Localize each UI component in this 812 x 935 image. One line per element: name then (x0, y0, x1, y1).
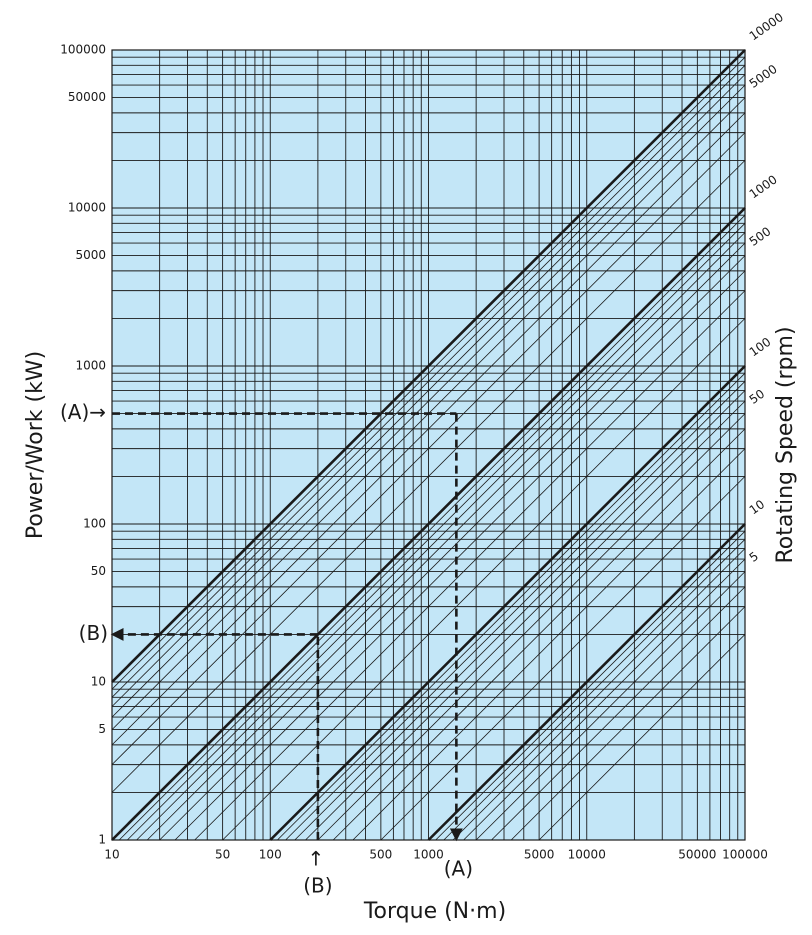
y2-axis-title: Rotating Speed (rpm) (773, 326, 798, 563)
y-axis-title: Power/Work (kW) (23, 351, 48, 539)
y-tick-label: 10000 (68, 201, 106, 215)
speed-label: 1000 (747, 172, 780, 201)
y-tick-label: 1 (98, 833, 106, 847)
y-tick-label: 50000 (68, 90, 106, 104)
speed-line (491, 586, 746, 841)
speed-label: 5 (747, 549, 761, 565)
speed-line (111, 132, 746, 765)
speed-line (538, 634, 746, 841)
speed-line (317, 413, 746, 841)
speed-line (435, 530, 746, 841)
guide-label: (B) (79, 621, 108, 645)
x-tick-label: 10 (104, 848, 119, 862)
speed-label: 10000 (747, 10, 786, 43)
x-tick-label: 100 (259, 848, 282, 862)
speed-label: 100 (747, 335, 774, 360)
speed-label: 10 (747, 497, 768, 517)
speed-line (443, 539, 746, 841)
speed-line (294, 390, 746, 841)
speed-line (332, 428, 746, 841)
speed-line (111, 49, 746, 683)
x-tick-label: 100000 (722, 848, 768, 862)
speed-line (111, 74, 746, 707)
plot-border (111, 49, 746, 841)
speed-line (305, 400, 746, 841)
speed-line (475, 571, 746, 841)
guide-label: (A)→ (60, 400, 106, 424)
speed-label: 5000 (747, 62, 780, 91)
x-tick-label: 50 (215, 848, 230, 862)
speed-line (510, 606, 746, 841)
guide-label: (B) (303, 874, 332, 898)
speed-label: 50 (747, 387, 768, 407)
speed-line (277, 372, 746, 841)
speed-line (111, 56, 746, 690)
speed-label: 500 (747, 224, 774, 249)
plot-area (111, 49, 746, 841)
x-tick-label: 10000 (568, 848, 606, 862)
speed-line (174, 270, 746, 841)
speed-line (136, 232, 746, 841)
y-tick-label: 5 (98, 722, 106, 736)
x-tick-label: 500 (369, 848, 392, 862)
speed-line (222, 318, 746, 841)
speed-line (285, 381, 746, 841)
speed-line (111, 207, 746, 841)
speed-line (463, 558, 746, 841)
x-tick-label: 1000 (413, 848, 444, 862)
guide-label: (A) (444, 857, 473, 881)
y-tick-label: 50 (91, 564, 106, 578)
y-tick-label: 1000 (75, 359, 106, 373)
speed-line (380, 476, 746, 841)
x-axis-title: Torque (N·m) (363, 899, 506, 924)
y-tick-label: 100 (83, 517, 106, 531)
speed-line (111, 112, 746, 746)
speed-line (269, 365, 746, 841)
speed-line (118, 214, 746, 841)
y-tick-label: 5000 (75, 248, 106, 262)
y-tick-label: 100000 (60, 43, 106, 57)
x-tick-label: 50000 (678, 848, 716, 862)
speed-line (194, 290, 746, 841)
speed-line (111, 160, 746, 793)
guide-arrow: ↑ (308, 847, 325, 871)
x-tick-label: 5000 (524, 848, 555, 862)
speed-line (159, 255, 746, 841)
speed-line (111, 84, 746, 718)
speed-line (452, 548, 746, 841)
y-tick-label: 10 (91, 675, 106, 689)
speed-line (427, 523, 746, 841)
speed-line (111, 65, 746, 698)
speed-line (352, 448, 746, 841)
speed-line (127, 223, 746, 841)
speed-line (146, 242, 746, 841)
